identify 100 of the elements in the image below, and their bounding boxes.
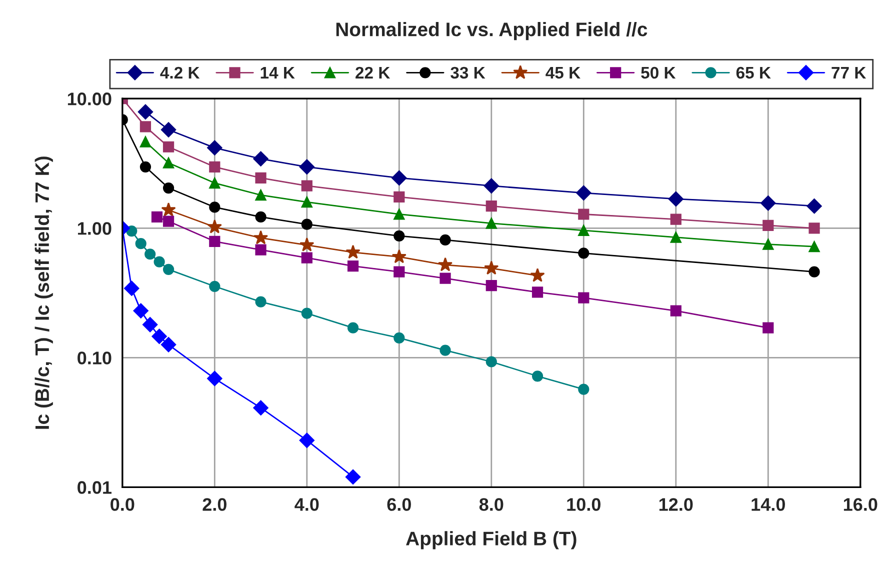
point (532, 370, 544, 382)
point (140, 161, 152, 172)
point (394, 230, 405, 242)
y-axis-title: Ic (B//c, T) / Ic (self field, 77 K) (34, 156, 53, 429)
point (162, 157, 174, 168)
x-tick-label: 8.0 (479, 498, 504, 511)
point (301, 196, 312, 208)
point (162, 141, 174, 152)
point (762, 322, 774, 334)
point (486, 218, 497, 229)
legend-label: 77 K (832, 67, 866, 78)
point (160, 337, 176, 352)
point (162, 182, 174, 194)
point (255, 190, 266, 201)
point (484, 178, 499, 194)
point (253, 230, 268, 244)
point (209, 202, 220, 213)
point (808, 266, 820, 278)
point (135, 238, 146, 250)
point (808, 241, 820, 252)
point (301, 308, 312, 319)
point (160, 122, 176, 138)
y-tick-label: 0.01 (78, 481, 112, 494)
point (806, 198, 822, 214)
legend-label: 65 K (736, 66, 771, 79)
x-tick-label: 10.0 (567, 498, 600, 511)
point (255, 172, 266, 184)
x-tick-label: 16.0 (844, 498, 878, 511)
point (161, 202, 176, 216)
point (808, 222, 820, 234)
point (209, 280, 220, 292)
point (345, 469, 361, 485)
point (162, 264, 174, 275)
y-tick-label: 10.00 (68, 92, 112, 106)
legend-label: 50 K (641, 66, 676, 79)
legend-label: 45 K (546, 67, 580, 79)
point (530, 268, 545, 282)
point (207, 140, 222, 156)
point (347, 322, 359, 334)
x-axis-title: Applied Field B (T) (406, 531, 576, 550)
y-tick-label: 0.10 (78, 352, 112, 364)
point (578, 248, 590, 259)
point (484, 260, 499, 275)
point (142, 317, 158, 332)
point (151, 211, 163, 223)
point (301, 218, 312, 230)
point (144, 248, 156, 260)
point (347, 260, 359, 272)
point (578, 224, 590, 236)
point (209, 236, 220, 247)
point (394, 208, 405, 220)
x-tick-label: 12.0 (659, 498, 693, 511)
point (578, 208, 590, 220)
point (207, 370, 222, 386)
point (394, 332, 405, 344)
point (253, 151, 268, 166)
x-tick-label: 0.0 (110, 498, 134, 511)
chart-title: Normalized Ic vs. Applied Field //c (336, 22, 648, 40)
legend-label: 14 K (260, 67, 295, 78)
point (578, 384, 590, 395)
point (152, 328, 167, 344)
point (486, 280, 497, 292)
point (255, 211, 266, 223)
point (578, 292, 590, 304)
point (576, 185, 592, 200)
point (162, 216, 174, 227)
point (346, 244, 360, 259)
point (440, 234, 451, 246)
point (300, 237, 314, 252)
point (140, 121, 152, 132)
point (255, 244, 266, 256)
point (138, 104, 154, 120)
point (394, 266, 405, 278)
point (253, 400, 268, 416)
legend-label: 4.2 K (160, 66, 200, 78)
x-tick-label: 4.0 (294, 498, 319, 511)
point (760, 196, 776, 211)
y-tick-label: 1.00 (78, 222, 112, 235)
x-tick-label: 2.0 (202, 498, 226, 511)
point (486, 200, 497, 212)
point (154, 256, 165, 268)
legend-label: 22 K (356, 66, 390, 78)
point (440, 344, 451, 356)
point (486, 356, 497, 368)
point (209, 177, 220, 189)
point (140, 136, 152, 148)
point (670, 214, 682, 225)
point (394, 191, 405, 203)
point (255, 296, 266, 308)
legend-label: 33 K (450, 66, 486, 79)
point (762, 220, 774, 231)
point (392, 170, 407, 186)
point (392, 249, 406, 264)
point (301, 252, 312, 264)
point (440, 272, 451, 284)
point (532, 286, 544, 298)
point (209, 161, 220, 172)
point (299, 159, 314, 174)
point (124, 280, 140, 296)
point (299, 432, 314, 448)
